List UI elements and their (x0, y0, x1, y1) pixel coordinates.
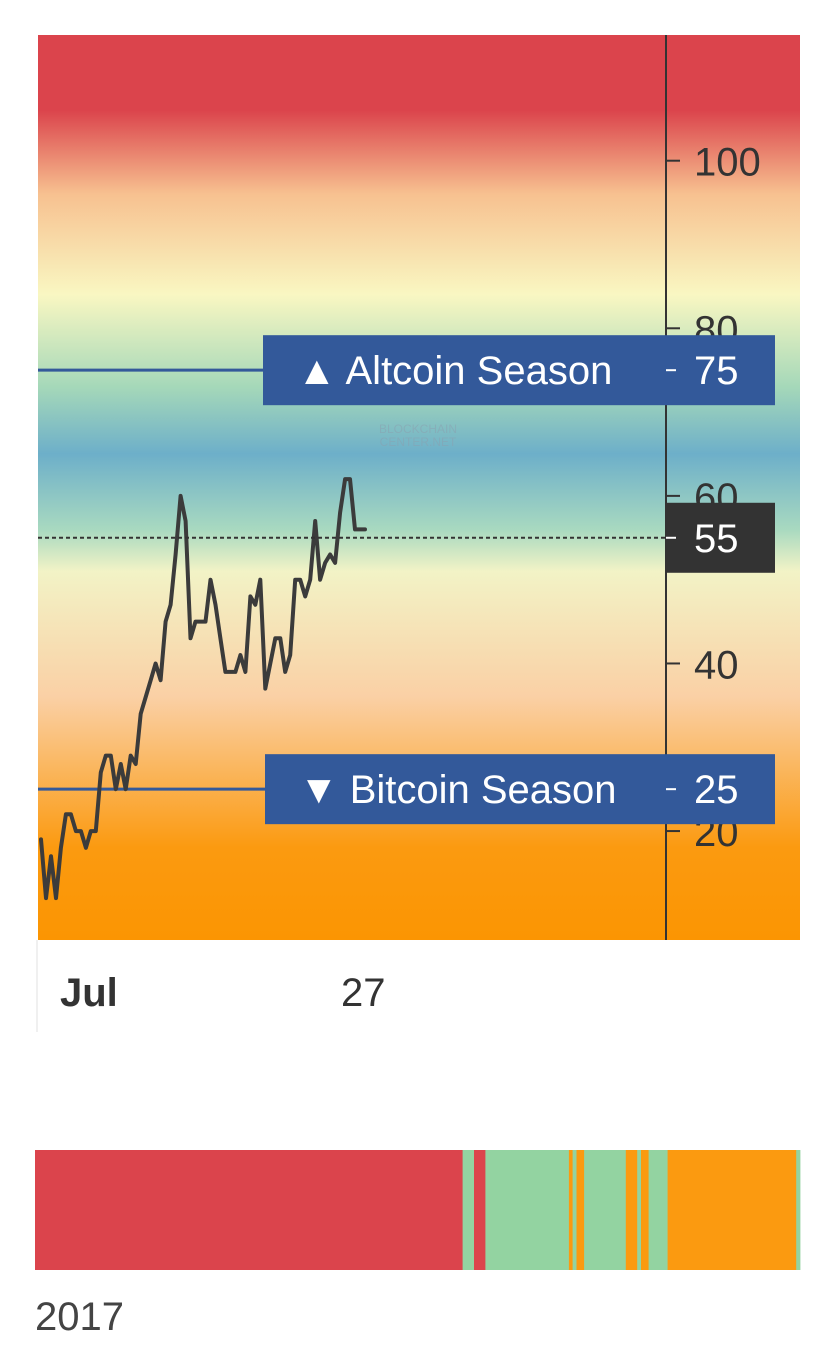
history-segment-8 (625, 1150, 638, 1270)
y-tick-label-100: 100 (694, 141, 761, 185)
bitcoin-season-marker-value: 25 (694, 768, 739, 812)
current-value-marker: 55 (38, 502, 775, 573)
reference-markers: ▲ Altcoin Season 75 ▼ Bitcoin Season 25 (263, 335, 775, 825)
history-segment-0 (35, 1150, 463, 1270)
history-segment-13 (796, 1150, 801, 1270)
history-segment-3 (485, 1150, 570, 1270)
altcoin-season-marker-box (263, 335, 775, 406)
bitcoin-season-marker-box (265, 754, 775, 825)
history-segment-4 (568, 1150, 573, 1270)
current-value-box (666, 502, 775, 573)
x-tick-label-jul: Jul (60, 971, 118, 1015)
index-series-line (39, 477, 367, 901)
history-segment-2 (474, 1150, 486, 1270)
history-segment-5 (572, 1150, 577, 1270)
season-history-bar (35, 1150, 801, 1270)
watermark-line-1: BLOCKCHAIN (379, 422, 457, 436)
x-tick-label-27: 27 (341, 971, 386, 1015)
history-x-tick-label-2017: 2017 (35, 1295, 124, 1339)
series-layer (39, 477, 367, 901)
y-tick-label-40: 40 (694, 643, 739, 687)
history-segment-9 (637, 1150, 642, 1270)
watermark: BLOCKCHAIN CENTER.NET (379, 422, 457, 449)
history-segment-12 (667, 1150, 797, 1270)
history-segment-7 (584, 1150, 627, 1270)
altcoin-season-marker-label: ▲ Altcoin Season (297, 349, 612, 393)
history-segment-1 (462, 1150, 475, 1270)
history-segment-10 (641, 1150, 649, 1270)
history-x-axis: 2017 (35, 1295, 124, 1339)
watermark-line-2: CENTER.NET (380, 435, 457, 449)
history-segment-11 (648, 1150, 668, 1270)
current-value-label: 55 (694, 517, 739, 561)
history-segment-6 (576, 1150, 585, 1270)
reference-lines (38, 368, 265, 791)
x-axis: Jul 27 (60, 971, 386, 1015)
altcoin-season-marker-value: 75 (694, 349, 739, 393)
bitcoin-season-marker-label: ▼ Bitcoin Season (299, 768, 617, 812)
